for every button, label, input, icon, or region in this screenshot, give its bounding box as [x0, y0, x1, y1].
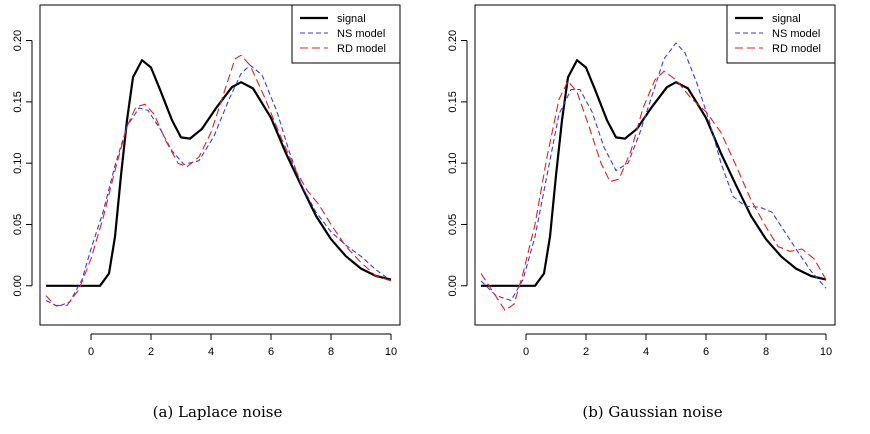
- legend-box: [726, 4, 836, 64]
- y-tick-label: 0.05: [447, 214, 459, 235]
- y-axis: 0.00 0.05 0.10 0.15 0.20: [447, 30, 468, 296]
- y-tick-label: 0.15: [12, 91, 24, 112]
- x-tick-label: 0: [523, 346, 529, 358]
- legend-box: [291, 4, 401, 64]
- series-line-ns-model: [45, 64, 392, 308]
- x-tick-label: 8: [763, 346, 769, 358]
- x-tick-label: 4: [208, 346, 214, 358]
- x-tick-label: 2: [583, 346, 589, 358]
- legend: signal NS model RD model: [291, 4, 401, 64]
- x-axis: 0 2 4 6 8 10: [88, 333, 397, 358]
- x-tick-label: 0: [88, 346, 94, 358]
- series-line-signal: [481, 59, 827, 287]
- y-tick-label: 0.20: [12, 30, 24, 51]
- x-tick-label: 2: [148, 346, 154, 358]
- y-tick-label: 0.05: [12, 214, 24, 235]
- series-line-ns-model: [480, 42, 827, 302]
- chart-b-caption: (b) Gaussian noise: [582, 403, 723, 421]
- legend-label: RD model: [772, 43, 821, 55]
- chart-a-svg: 0 2 4 6 8 10 0.00 0.05 0.10 0.15 0.20 signal NS mode…: [12, 4, 401, 358]
- chart-panel-b: 0 2 4 6 8 10 0.00 0.05 0.10 0.15 0.20 signal NS mode…: [435, 0, 870, 434]
- series-line-rd-model: [480, 70, 827, 311]
- y-tick-label: 0.15: [447, 91, 459, 112]
- y-tick-label: 0.00: [12, 275, 24, 296]
- legend-label: signal: [337, 13, 366, 25]
- x-axis: 0 2 4 6 8 10: [523, 333, 832, 358]
- legend: signal NS model RD model: [726, 4, 836, 64]
- x-tick-label: 10: [820, 346, 832, 358]
- legend-label: signal: [772, 13, 801, 25]
- legend-label: NS model: [337, 28, 385, 40]
- chart-b-svg: 0 2 4 6 8 10 0.00 0.05 0.10 0.15 0.20 signal NS mode…: [447, 4, 836, 358]
- plot-frame: [39, 4, 401, 326]
- x-tick-label: 10: [385, 346, 397, 358]
- series-line-signal: [46, 59, 392, 287]
- chart-panel-a: 0 2 4 6 8 10 0.00 0.05 0.10 0.15 0.20 signal NS mode…: [12, 4, 401, 421]
- x-tick-label: 6: [703, 346, 709, 358]
- plot-frame: [474, 4, 836, 326]
- x-tick-label: 6: [268, 346, 274, 358]
- y-tick-label: 0.10: [447, 152, 459, 173]
- y-tick-label: 0.00: [447, 275, 459, 296]
- chart-a-caption: (a) Laplace noise: [152, 403, 283, 421]
- legend-label: RD model: [337, 43, 386, 55]
- y-axis: 0.00 0.05 0.10 0.15 0.20: [12, 30, 33, 296]
- legend-label: NS model: [772, 28, 820, 40]
- x-tick-label: 8: [328, 346, 334, 358]
- y-tick-label: 0.20: [447, 30, 459, 51]
- y-tick-label: 0.10: [12, 152, 24, 173]
- series-line-rd-model: [45, 54, 392, 306]
- x-tick-label: 4: [643, 346, 649, 358]
